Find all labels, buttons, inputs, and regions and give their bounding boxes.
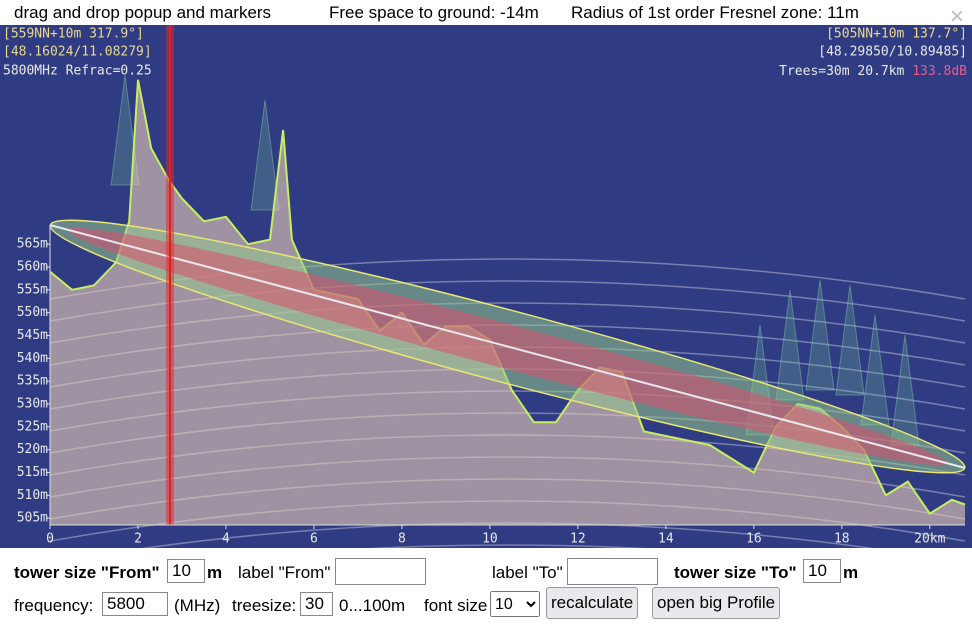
tower-from-input[interactable] [167,559,205,583]
y-tick-label: 565m [17,237,48,252]
tower-to-label: tower size "To" [674,563,797,583]
x-tick-label: 8 [398,532,406,547]
x-tick-label: 16 [746,532,762,547]
axes: 505m 510m 515m 520m 525m 530m 535m 540m 545m 550m… [17,225,965,547]
x-tick-label: 10 [482,532,498,547]
frequency-input[interactable] [102,592,168,616]
open-profile-button[interactable]: open big Profile [652,587,781,619]
y-tick-label: 540m [17,351,48,366]
tree [110,74,140,186]
x-tick-label: 14 [658,532,674,547]
left-info: [48.16024/11.08279] [3,45,152,60]
frequency-unit: (MHz) [174,596,221,615]
close-button[interactable]: × [949,3,964,30]
right-info: [505NN+10m 137.7°] [826,27,967,42]
right-summary: Trees=30m 20.7km 133.8dB [779,64,967,79]
fontsize-label: font size [424,596,488,615]
y-tick-label: 510m [17,488,48,503]
trees-distance: Trees=30m 20.7km [779,64,904,79]
fresnel-zone [49,219,966,474]
tree [835,284,865,396]
left-info: 5800MHz Refrac=0.25 [3,64,152,79]
y-tick-label: 555m [17,282,48,297]
line-of-sight [50,224,965,469]
x-tick-label: 20km [914,532,945,547]
treesize-label: treesize: [232,596,297,615]
x-tick-label: 4 [222,532,230,547]
label-text: tower size "To" [674,563,797,582]
fresnel-radius: Radius of 1st order Fresnel zone: 11m [571,3,859,22]
y-tick-label: 535m [17,374,48,389]
header: drag and drop popup and markers Free spa… [0,0,972,30]
x-tick-label: 2 [134,532,142,547]
y-tick-label: 525m [17,419,48,434]
y-tick-label: 505m [17,511,48,526]
x-tick-label: 12 [570,532,586,547]
terrain-fill [50,79,965,526]
treesize-input[interactable] [300,592,333,616]
y-tick-label: 550m [17,305,48,320]
y-tick-label: 530m [17,396,48,411]
unit-text: m [843,563,859,582]
tree [250,99,280,211]
y-tick-label: 515m [17,465,48,480]
x-tick-label: 18 [834,532,850,547]
path-loss: 133.8dB [912,64,967,79]
label-from-input[interactable] [335,558,426,585]
tower-from-label: tower size "From" [14,563,160,583]
label-to: label "To" [492,563,563,582]
left-info: [559NN+10m 317.9°] [3,27,144,42]
tower-to-input[interactable] [803,559,841,583]
title: drag and drop popup and markers [14,3,272,22]
recalculate-button[interactable]: recalculate [546,587,639,619]
x-tick-label: 0 [46,532,54,547]
treesize-range: 0...100m [339,596,406,615]
label-to-input[interactable] [567,558,658,585]
fontsize-select[interactable]: 10 [490,591,540,617]
tree [805,279,835,391]
frequency-label: frequency: [14,596,94,615]
y-tick-label: 560m [17,260,48,275]
unit: m [843,563,858,583]
unit: m [207,563,222,583]
label-text: tower size "From" [14,563,160,582]
label-from: label "From" [238,563,331,582]
free-space: Free space to ground: -14m [329,3,539,22]
form: tower size "From" m label "From" label "… [0,548,972,639]
x-tick-label: 6 [310,532,318,547]
right-info: [48.29850/10.89485] [818,45,967,60]
y-tick-label: 545m [17,328,48,343]
curvature-line [367,544,648,548]
profile-chart: 505m 510m 515m 520m 525m 530m 535m 540m 545m 550m… [0,25,972,548]
y-tick-label: 520m [17,442,48,457]
unit-text: m [207,563,223,582]
